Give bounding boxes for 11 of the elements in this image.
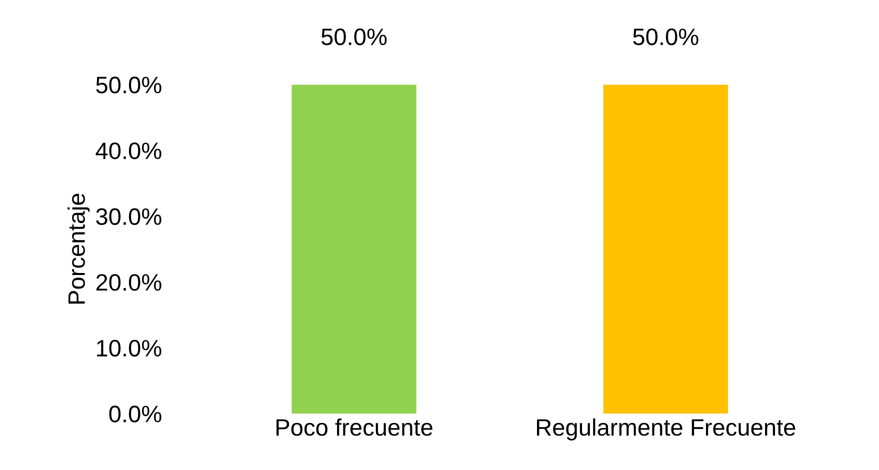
y-tick-label: 30.0% <box>96 208 162 225</box>
y-tick-label: 20.0% <box>96 274 162 291</box>
x-tick-label: Poco frecuente <box>276 418 432 436</box>
y-tick-label: 0.0% <box>109 406 162 422</box>
y-tick-label: 50.0% <box>96 76 162 94</box>
data-label: 50.0% <box>321 28 387 46</box>
y-axis-title: Porcentaje <box>68 194 90 304</box>
y-tick-label: 10.0% <box>97 340 162 357</box>
x-tick-label: Regularmente Frecuente <box>537 418 796 440</box>
y-tick-label: 40.0% <box>96 142 162 160</box>
data-label: 50.0% <box>633 28 698 46</box>
